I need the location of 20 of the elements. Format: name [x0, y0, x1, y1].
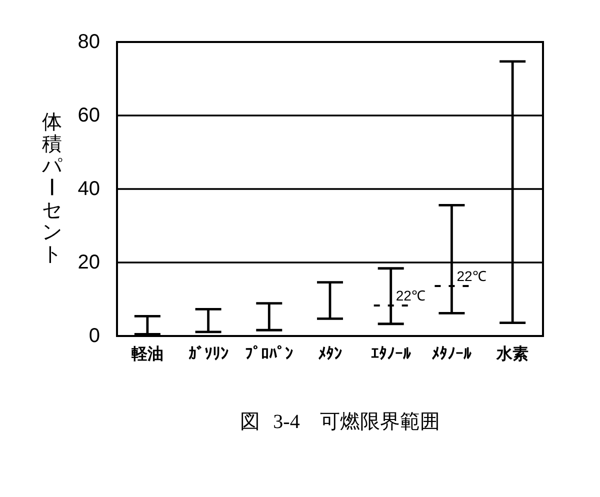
y-tick-label: 80 — [78, 31, 100, 53]
x-tick-label: ﾌﾟﾛﾊﾟﾝ — [245, 344, 294, 362]
text: 図 3-4 可燃限界範囲 — [240, 411, 440, 433]
bar — [146, 316, 149, 334]
x-tick-label: 水素 — [496, 344, 529, 362]
x-tick-label: 軽油 — [130, 344, 164, 362]
annotation: 22℃ — [456, 268, 486, 284]
x-tick-label: ｴﾀﾉｰﾙ — [370, 346, 411, 362]
bar — [207, 309, 210, 332]
annotation: 22℃ — [396, 287, 426, 304]
bar — [268, 303, 270, 330]
y-axis-title: 体積パーセント — [39, 110, 64, 266]
x-tick-label: ﾒﾀﾝ — [318, 346, 342, 362]
y-tick-label: 20 — [78, 252, 100, 274]
bar — [390, 268, 392, 324]
y-tick-label: 60 — [78, 104, 100, 126]
y-tick-label: 40 — [78, 178, 100, 200]
x-tick-label: ﾒﾀﾉｰﾙ — [432, 346, 472, 362]
y-tick-label: 0 — [88, 325, 100, 347]
x-tick-label: ｶﾞｿﾘﾝ — [188, 344, 228, 362]
